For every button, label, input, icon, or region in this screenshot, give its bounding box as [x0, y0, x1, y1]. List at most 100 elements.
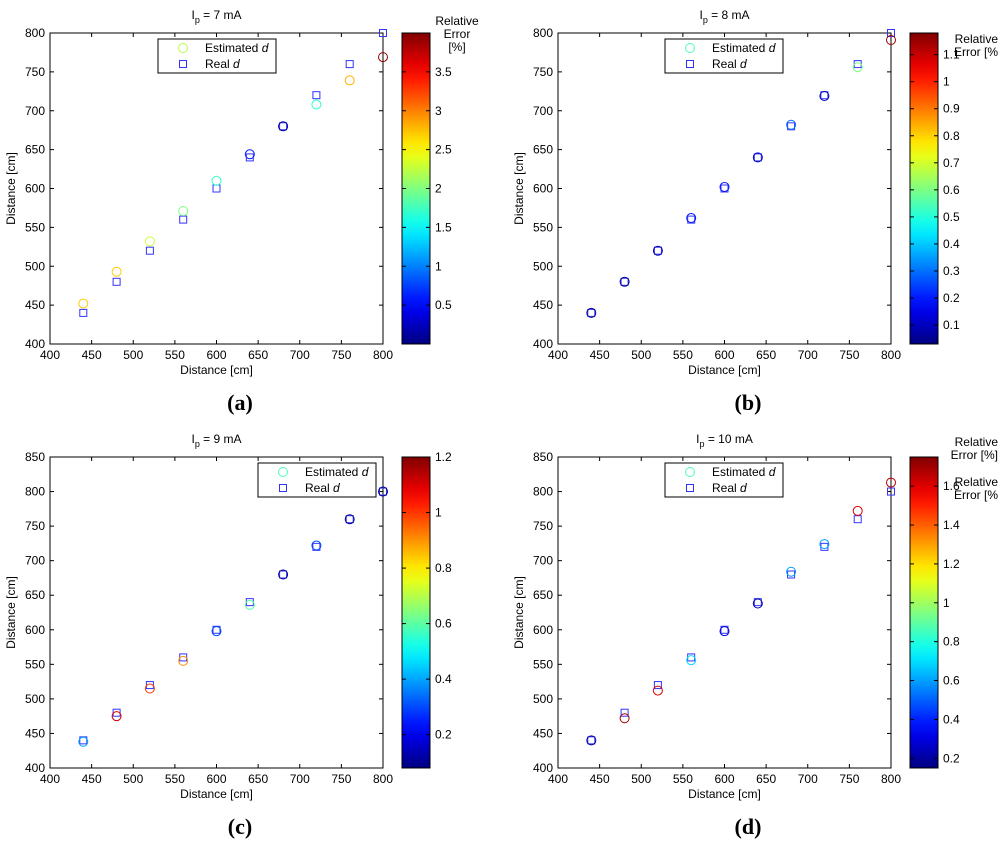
y-tick-label: 600	[25, 623, 45, 637]
legend-real-marker	[179, 60, 187, 68]
real-point	[887, 487, 895, 496]
y-tick-label: 450	[25, 726, 45, 740]
colorbar-label-line: Relative	[955, 32, 999, 46]
x-tick-label: 400	[548, 348, 568, 362]
real-point	[653, 681, 662, 690]
colorbar-tick-label: 1	[943, 75, 950, 89]
y-tick-label: 700	[25, 554, 45, 568]
colorbar-tick-label: 0.2	[943, 291, 960, 305]
colorbar-tick-label: 1	[435, 259, 442, 273]
x-axis-label: Distance [cm]	[180, 363, 253, 377]
chart-title: Ip = 9 mA	[191, 432, 241, 449]
estimated-point	[686, 655, 697, 666]
colorbar-tick-label: 1.2	[943, 557, 960, 571]
estimated-point	[178, 206, 189, 217]
plot-area	[49, 32, 384, 345]
x-tick-label: 600	[206, 348, 226, 362]
chart-panel-a: Ip = 7 mA 400 450 500 550 600 650 700 750 800 400 4…	[4, 8, 479, 377]
estimated-point	[586, 735, 597, 746]
real-point	[345, 515, 354, 524]
real-point	[620, 277, 629, 286]
x-tick-label: 650	[248, 348, 268, 362]
x-tick-label: 500	[123, 348, 143, 362]
estimated-point	[144, 683, 155, 694]
colorbar-tick-label: 0.5	[435, 298, 452, 312]
x-tick-label: 700	[290, 348, 310, 362]
real-point	[620, 708, 629, 717]
y-tick-label: 750	[533, 519, 553, 533]
legend-real-label: Real d	[712, 57, 747, 71]
estimated-point	[178, 655, 189, 666]
x-tick-label: 700	[798, 772, 818, 786]
x-tick-label: 600	[714, 772, 734, 786]
real-point	[687, 215, 696, 224]
estimated-point	[619, 713, 630, 724]
x-tick-label: 500	[123, 772, 143, 786]
estimated-point	[111, 266, 122, 277]
colorbar-tick-label: 1.6	[943, 479, 960, 493]
colorbar-tick-label: 0.8	[943, 635, 960, 649]
estimated-point	[244, 149, 255, 160]
estimated-point	[144, 236, 155, 247]
x-tick-label: 550	[673, 348, 693, 362]
real-point	[379, 29, 387, 37]
colorbar-tick-label: 0.6	[435, 617, 452, 631]
colorbar: 0.1 0.2 0.3 0.4 0.5 0.6 0.7 0.8 0.9 1 1.1 RelativeE…	[909, 32, 999, 345]
colorbar-label-line: Error	[444, 27, 471, 41]
colorbar-tick-label: 0.8	[943, 129, 960, 143]
x-tick-label: 800	[881, 348, 901, 362]
x-tick-label: 450	[590, 348, 610, 362]
estimated-point	[378, 486, 388, 497]
real-point	[753, 153, 762, 162]
estimated-point	[278, 121, 289, 132]
colorbar-tick-label: 1.4	[943, 518, 960, 532]
panel-label-d: (d)	[734, 814, 762, 839]
colorbar-tick-label: 0.5	[943, 210, 960, 224]
legend-real-label: Real d	[205, 57, 240, 71]
colorbar-tick-label: 0.9	[943, 102, 960, 116]
legend-estimated-marker	[178, 43, 188, 53]
colorbar-label-line: Relative	[955, 475, 999, 489]
colorbar-tick-label: 1	[435, 506, 442, 520]
estimated-point	[311, 540, 322, 551]
colorbar-tick-label: 0.4	[943, 237, 960, 251]
estimated-point	[652, 685, 663, 696]
colorbar-label-line: Error [%	[954, 488, 998, 502]
colorbar-tick-label: 0.8	[435, 561, 452, 575]
real-point	[653, 246, 662, 255]
legend: Estimated d Real d	[664, 38, 784, 74]
colorbar-tick-label: 1.1	[943, 48, 960, 62]
y-tick-label: 400	[25, 337, 45, 351]
y-tick-label: 850	[25, 450, 45, 464]
colorbar-tick-label: 1.2	[435, 450, 452, 464]
y-tick-label: 800	[25, 485, 45, 499]
y-tick-label: 750	[25, 519, 45, 533]
estimated-point	[344, 75, 355, 86]
chart-title: Ip = 8 mA	[699, 8, 749, 25]
y-tick-label: 650	[25, 143, 45, 157]
x-tick-label: 800	[373, 772, 393, 786]
x-tick-label: 700	[798, 348, 818, 362]
y-tick-label: 750	[533, 65, 553, 79]
colorbar-tick-label: 2	[435, 182, 442, 196]
colorbar-tick-label: 0.3	[943, 264, 960, 278]
legend-estimated-label: Estimated d	[305, 465, 369, 479]
estimated-point	[211, 626, 222, 637]
y-tick-label: 650	[533, 588, 553, 602]
x-axis-label: Distance [cm]	[180, 787, 253, 801]
legend-estimated-label: Estimated d	[712, 41, 776, 55]
colorbar-tick-label: 3	[435, 104, 442, 118]
x-tick-label: 550	[673, 772, 693, 786]
x-tick-label: 450	[82, 772, 102, 786]
real-point	[345, 60, 354, 69]
y-tick-label: 700	[533, 104, 553, 118]
colorbar-tick-label: 0.1	[943, 318, 960, 332]
y-tick-label: 500	[533, 259, 553, 273]
legend-real-marker	[279, 484, 287, 492]
y-tick-label: 600	[25, 182, 45, 196]
estimated-point	[278, 569, 289, 580]
estimated-point	[586, 307, 597, 318]
colorbar-tick-label: 0.4	[435, 672, 452, 686]
